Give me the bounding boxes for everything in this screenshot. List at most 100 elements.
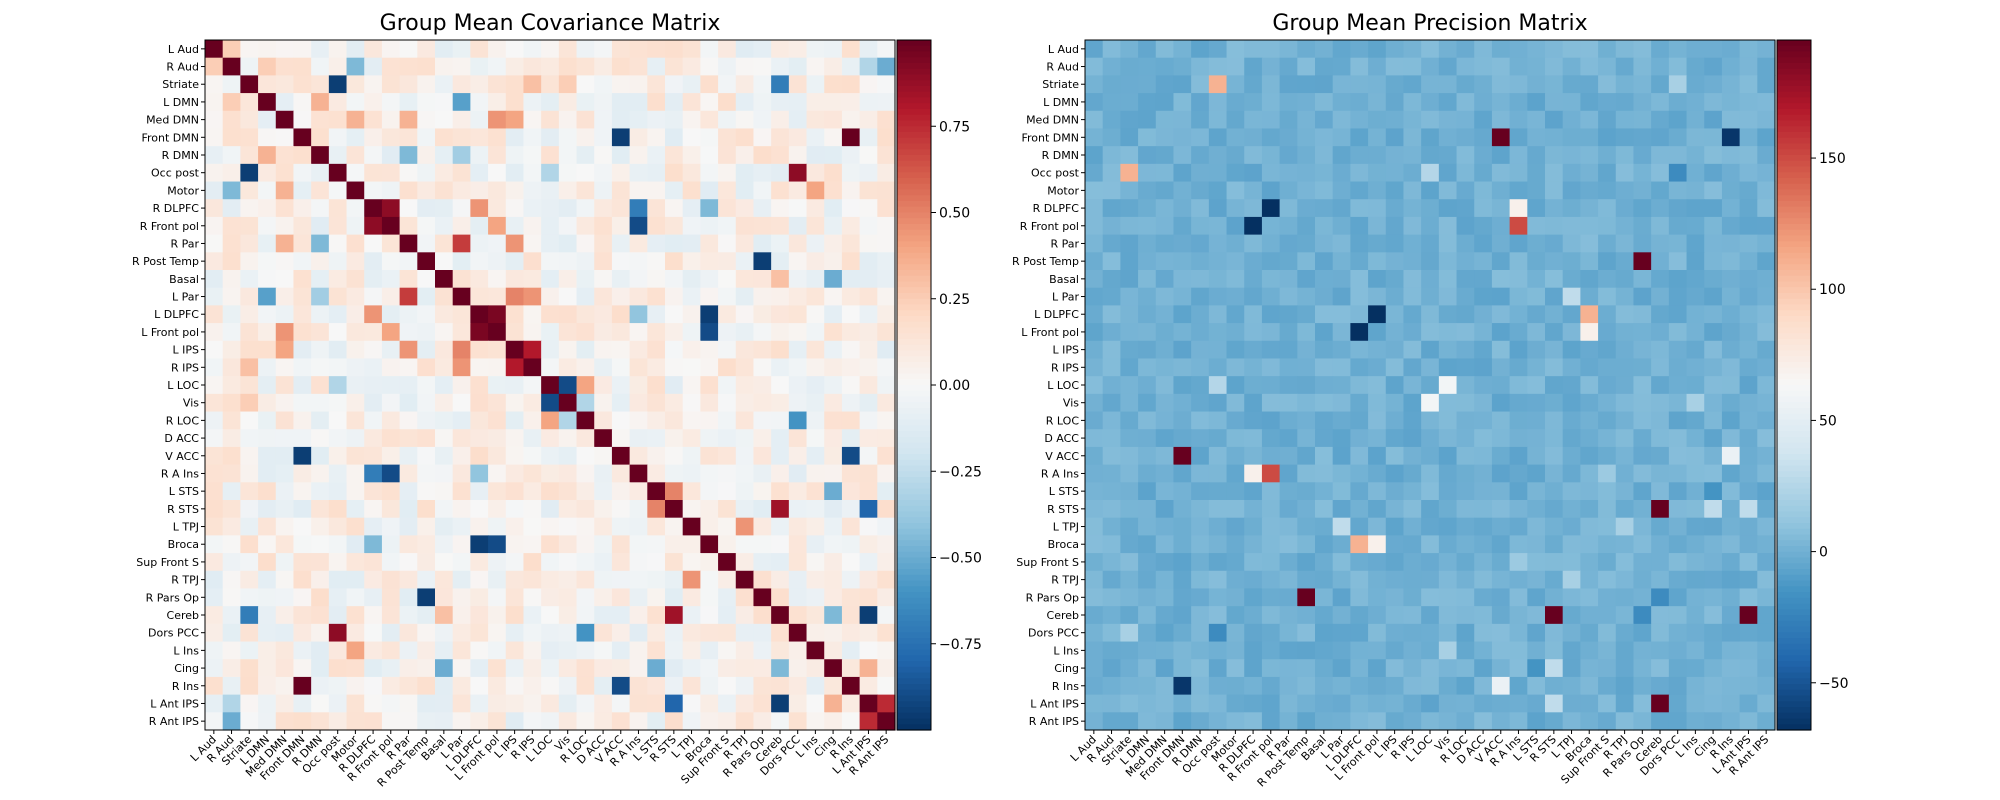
cov-cell-11-2 — [240, 234, 259, 253]
cov-cell-38-28 — [700, 712, 719, 731]
cov-cell-8-15 — [470, 181, 489, 200]
cov-cell-8-29 — [718, 181, 737, 200]
cov-cell-29-17 — [505, 553, 525, 572]
cov-colorbar-segment — [897, 45, 931, 53]
prec-cell-31-22 — [1474, 588, 1493, 607]
prec-cell-7-19 — [1421, 163, 1440, 183]
prec-cell-8-21 — [1456, 181, 1475, 200]
cov-colorbar-segment — [897, 51, 931, 58]
cov-cell-6-14 — [452, 146, 471, 165]
cov-cell-21-31 — [753, 411, 772, 430]
prec-cell-17-20 — [1438, 340, 1458, 360]
prec-cell-12-29 — [1598, 252, 1617, 271]
cov-cell-24-38 — [877, 464, 896, 483]
cov-cell-36-25 — [647, 676, 666, 696]
prec-colorbar-segment — [1777, 63, 1811, 70]
prec-cell-34-27 — [1562, 641, 1581, 660]
cov-cell-12-30 — [735, 252, 755, 271]
cov-cell-31-35 — [824, 588, 843, 607]
prec-cell-36-24 — [1509, 676, 1528, 696]
cov-cell-3-4 — [275, 93, 295, 112]
prec-cell-9-34 — [1686, 199, 1705, 218]
cov-cell-22-16 — [488, 429, 507, 448]
prec-cell-4-9 — [1244, 110, 1263, 130]
cov-cell-22-34 — [806, 429, 825, 448]
cov-cell-24-34 — [806, 464, 825, 483]
prec-ytick-label: L Front pol — [1021, 326, 1079, 339]
prec-cell-10-5 — [1173, 216, 1192, 236]
prec-cell-34-36 — [1721, 641, 1741, 660]
cov-cell-19-38 — [877, 376, 896, 395]
prec-colorbar-tick-label: −50 — [1819, 676, 1849, 692]
prec-cell-0-15 — [1350, 40, 1369, 59]
cov-cell-35-2 — [240, 659, 259, 678]
prec-cell-11-5 — [1173, 234, 1192, 253]
cov-ytick-label: L DLPFC — [154, 308, 199, 321]
cov-cell-22-15 — [470, 429, 489, 448]
prec-cell-3-38 — [1757, 93, 1776, 112]
cov-cell-1-34 — [806, 57, 825, 76]
cov-cell-19-14 — [452, 376, 471, 395]
cov-cell-32-32 — [771, 606, 790, 625]
cov-cell-36-4 — [275, 676, 295, 696]
cov-cell-5-10 — [381, 128, 401, 147]
cov-cell-37-22 — [594, 694, 613, 713]
prec-cell-15-32 — [1651, 305, 1670, 324]
cov-cell-26-27 — [682, 500, 701, 519]
cov-cell-24-18 — [523, 464, 542, 483]
cov-cell-24-25 — [647, 464, 666, 483]
cov-cell-0-11 — [399, 40, 418, 59]
cov-cell-29-5 — [293, 553, 312, 572]
cov-cell-36-9 — [364, 676, 383, 696]
prec-cell-36-21 — [1456, 676, 1475, 696]
cov-cell-1-21 — [576, 57, 595, 76]
prec-cell-16-13 — [1315, 323, 1334, 342]
prec-colorbar-segment — [1777, 373, 1811, 380]
prec-colorbar-segment — [1777, 275, 1811, 283]
prec-cell-32-5 — [1173, 606, 1192, 625]
prec-cell-4-13 — [1315, 110, 1334, 130]
cov-cell-23-22 — [594, 446, 613, 466]
prec-cell-11-20 — [1438, 234, 1458, 253]
cov-cell-8-10 — [381, 181, 401, 200]
prec-cell-17-13 — [1315, 340, 1334, 360]
cov-cell-23-1 — [222, 446, 241, 466]
prec-cell-30-10 — [1261, 570, 1281, 590]
cov-cell-20-22 — [594, 393, 613, 413]
prec-cell-33-25 — [1527, 623, 1546, 643]
cov-cell-19-0 — [205, 376, 224, 395]
cov-cell-13-9 — [364, 270, 383, 289]
prec-cell-31-7 — [1208, 588, 1228, 607]
cov-cell-20-13 — [435, 393, 454, 413]
prec-colorbar-segment — [1777, 80, 1811, 87]
cov-cell-18-21 — [576, 358, 595, 377]
prec-cell-22-18 — [1403, 429, 1422, 448]
prec-colorbar-segment — [1777, 574, 1811, 582]
cov-cell-35-10 — [381, 659, 401, 678]
prec-cell-5-27 — [1562, 128, 1581, 147]
cov-cell-14-18 — [523, 287, 542, 306]
cov-cell-9-14 — [452, 199, 471, 218]
cov-cell-28-3 — [258, 535, 277, 554]
cov-cell-32-16 — [488, 606, 507, 625]
cov-cell-29-14 — [452, 553, 471, 572]
prec-cell-37-34 — [1686, 694, 1705, 713]
prec-cell-4-2 — [1120, 110, 1139, 130]
cov-cell-24-1 — [222, 464, 241, 483]
cov-cell-18-13 — [435, 358, 454, 377]
cov-colorbar-segment — [897, 712, 931, 720]
prec-cell-2-38 — [1757, 75, 1776, 94]
prec-cell-9-20 — [1438, 199, 1458, 218]
prec-cell-18-24 — [1509, 358, 1528, 377]
prec-cell-25-25 — [1527, 482, 1546, 501]
prec-cell-36-11 — [1279, 676, 1298, 696]
prec-cell-17-32 — [1651, 340, 1670, 360]
prec-cell-37-20 — [1438, 694, 1458, 713]
cov-cell-30-34 — [806, 570, 825, 590]
cov-cell-32-26 — [665, 606, 684, 625]
prec-cell-2-4 — [1155, 75, 1175, 94]
prec-cell-28-11 — [1279, 535, 1298, 554]
prec-cell-11-19 — [1421, 234, 1440, 253]
cov-cell-17-4 — [275, 340, 295, 360]
prec-cell-9-14 — [1332, 199, 1351, 218]
